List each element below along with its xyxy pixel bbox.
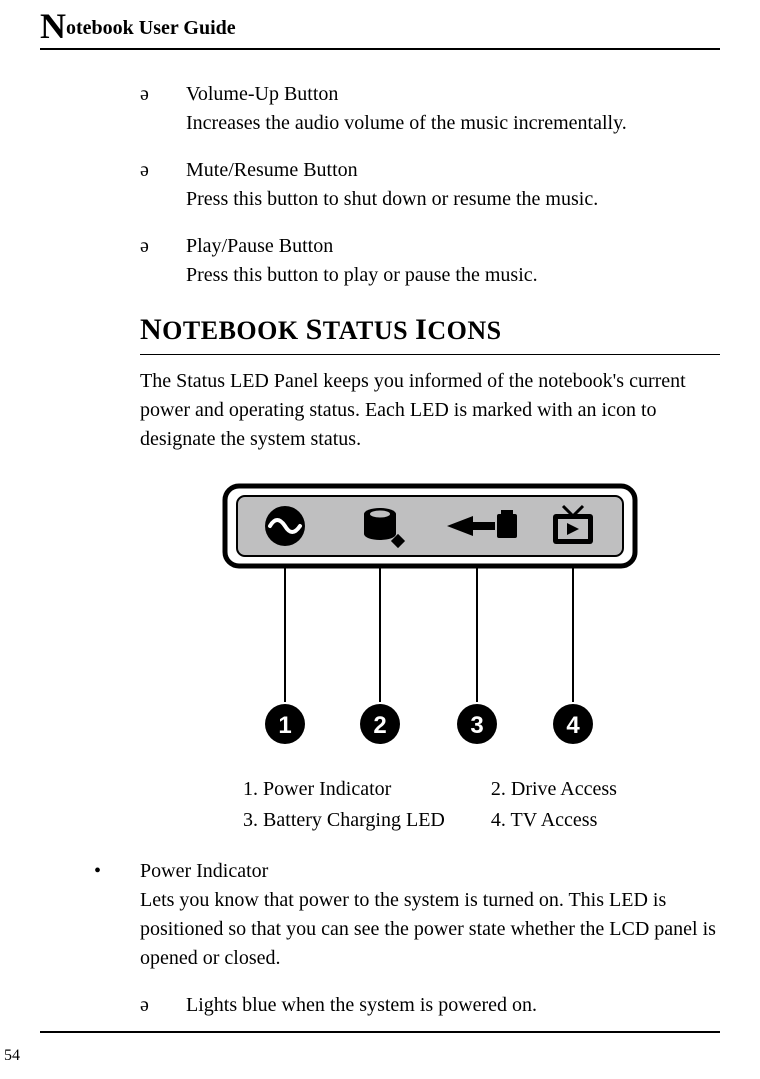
diagram-number: 3: [470, 712, 483, 739]
bullet-desc: Press this button to play or pause the m…: [186, 261, 720, 290]
status-icons-diagram: 1 2 3 4: [140, 476, 720, 765]
bullet-title: Play/Pause Button: [186, 232, 720, 261]
caption-cell: 1. Power Indicator: [221, 775, 467, 804]
schwa-bullet: ə: [140, 156, 186, 214]
diagram-number: 1: [278, 712, 291, 739]
list-item: • Power Indicator Lets you know that pow…: [94, 857, 720, 973]
list-item: ə Volume-Up Button Increases the audio v…: [140, 80, 720, 138]
list-item: ə Lights blue when the system is powered…: [140, 991, 720, 1020]
list-item: ə Mute/Resume Button Press this button t…: [140, 156, 720, 214]
bullet-desc: Lets you know that power to the system i…: [140, 886, 720, 973]
list-item: ə Play/Pause Button Press this button to…: [140, 232, 720, 290]
dot-bullet: •: [94, 857, 140, 973]
page-number: 54: [4, 1047, 20, 1065]
header-dropcap: N: [40, 6, 66, 46]
caption-cell: 4. TV Access: [469, 806, 639, 835]
caption-cell: 2. Drive Access: [469, 775, 639, 804]
bullet-desc: Increases the audio volume of the music …: [186, 109, 720, 138]
section-heading: NOTEBOOK STATUS ICONS: [140, 308, 720, 355]
bullet-title: Power Indicator: [140, 857, 720, 886]
caption-cell: 3. Battery Charging LED: [221, 806, 467, 835]
diagram-number: 2: [373, 712, 386, 739]
bullet-desc: Press this button to shut down or resume…: [186, 185, 720, 214]
diagram-svg: 1 2 3 4: [215, 476, 645, 756]
header-rest: otebook User Guide: [66, 17, 236, 39]
bullet-title: Mute/Resume Button: [186, 156, 720, 185]
bullet-title: Volume-Up Button: [186, 80, 720, 109]
bullet-desc: Lights blue when the system is powered o…: [186, 994, 537, 1016]
page-header: Notebook User Guide: [40, 0, 720, 50]
diagram-number: 4: [566, 712, 580, 739]
schwa-bullet: ə: [140, 991, 186, 1020]
schwa-bullet: ə: [140, 80, 186, 138]
header-title: Notebook User Guide: [40, 25, 236, 42]
diagram-caption: 1. Power Indicator 2. Drive Access 3. Ba…: [219, 773, 641, 837]
footer-rule: [40, 1031, 720, 1033]
power-wave-icon: [265, 506, 305, 546]
intro-paragraph: The Status LED Panel keeps you informed …: [140, 367, 720, 454]
schwa-bullet: ə: [140, 232, 186, 290]
